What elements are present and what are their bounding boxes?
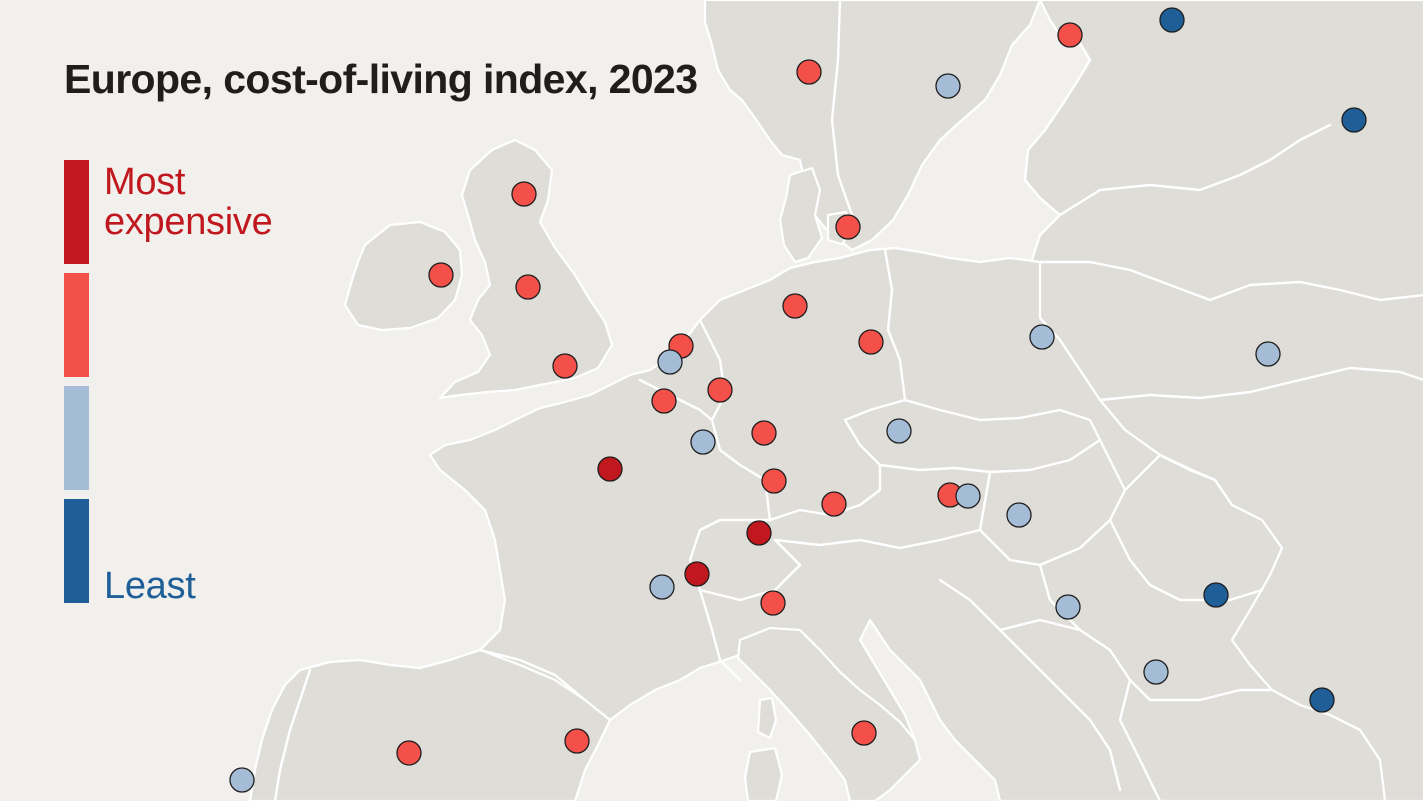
border-france-italy bbox=[698, 588, 742, 682]
land-denmark bbox=[778, 166, 824, 264]
border-switzerland-north bbox=[698, 518, 772, 532]
border-romania-ukraine bbox=[1123, 453, 1234, 507]
border-switzerland-south bbox=[688, 528, 802, 602]
city-marker-barcelona bbox=[564, 728, 590, 754]
border-spain-portugal bbox=[273, 668, 312, 801]
city-marker-berlin bbox=[858, 329, 884, 355]
city-marker-dusseldorf bbox=[707, 377, 733, 403]
legend-swatch-least-expensive bbox=[64, 499, 89, 603]
legend-label-most-expensive: Most expensive bbox=[104, 161, 273, 243]
border-croatia-coast bbox=[938, 578, 1122, 792]
land-corsica bbox=[756, 696, 778, 740]
city-marker-copenhagen bbox=[835, 214, 861, 240]
city-marker-sofia bbox=[1143, 659, 1169, 685]
map-title: Europe, cost-of-living index, 2023 bbox=[64, 56, 698, 102]
land-great-britain bbox=[438, 138, 614, 400]
land-sardinia bbox=[743, 746, 784, 801]
city-marker-lille bbox=[651, 388, 677, 414]
city-marker-st-petersburg bbox=[1159, 7, 1185, 33]
city-marker-moscow bbox=[1341, 107, 1367, 133]
legend-label-least: Least bbox=[104, 565, 196, 607]
city-marker-stockholm bbox=[935, 73, 961, 99]
city-marker-milan bbox=[760, 590, 786, 616]
border-romania-bulgaria bbox=[1108, 518, 1264, 602]
city-marker-warsaw bbox=[1029, 324, 1055, 350]
city-marker-dublin bbox=[428, 262, 454, 288]
legend-swatch-expensive bbox=[64, 273, 89, 377]
city-marker-madrid bbox=[396, 740, 422, 766]
city-marker-munich bbox=[821, 491, 847, 517]
city-marker-budapest bbox=[1006, 502, 1032, 528]
city-marker-belgrade bbox=[1055, 594, 1081, 620]
legend-swatch-cheaper bbox=[64, 386, 89, 490]
city-marker-istanbul bbox=[1309, 687, 1335, 713]
land-iberia bbox=[248, 648, 612, 801]
border-czech-germany bbox=[843, 398, 907, 422]
border-baltics bbox=[1038, 123, 1332, 237]
city-marker-zurich bbox=[746, 520, 772, 546]
border-netherlands-germany bbox=[698, 318, 727, 422]
city-marker-lisbon bbox=[229, 767, 255, 793]
city-marker-luxembourg bbox=[690, 429, 716, 455]
border-ukraine-north bbox=[1098, 366, 1424, 402]
city-marker-prague bbox=[886, 418, 912, 444]
border-greece bbox=[1118, 678, 1162, 801]
city-marker-rome bbox=[851, 720, 877, 746]
border-germany-poland bbox=[883, 248, 907, 402]
city-marker-edinburgh bbox=[511, 181, 537, 207]
border-czech-austria bbox=[843, 418, 992, 474]
border-slovakia bbox=[988, 438, 1102, 474]
city-marker-lyon bbox=[649, 574, 675, 600]
city-marker-bucharest bbox=[1203, 582, 1229, 608]
legend-swatch-most-expensive bbox=[64, 160, 89, 264]
city-marker-frankfurt bbox=[751, 420, 777, 446]
city-marker-brussels bbox=[657, 349, 683, 375]
border-bosnia bbox=[998, 618, 1082, 632]
city-marker-hamburg bbox=[782, 293, 808, 319]
city-marker-reykjavik-region bbox=[796, 59, 822, 85]
city-marker-helsinki bbox=[1057, 22, 1083, 48]
land-ireland bbox=[343, 220, 464, 332]
country-borders bbox=[273, 0, 1424, 801]
city-marker-manchester bbox=[515, 274, 541, 300]
city-marker-stuttgart bbox=[761, 468, 787, 494]
city-marker-london bbox=[552, 353, 578, 379]
city-marker-bratislava bbox=[955, 483, 981, 509]
border-norway-sweden bbox=[830, 0, 854, 217]
border-austria-hungary bbox=[978, 470, 992, 532]
land-italy bbox=[736, 626, 922, 801]
city-marker-paris bbox=[597, 456, 623, 482]
city-marker-geneva bbox=[684, 561, 710, 587]
city-markers bbox=[229, 7, 1367, 793]
border-belarus-north bbox=[1038, 260, 1424, 302]
border-austria-italy bbox=[773, 528, 982, 550]
city-marker-kyiv bbox=[1255, 341, 1281, 367]
border-france-spain bbox=[478, 648, 587, 702]
border-poland-south bbox=[903, 398, 1102, 442]
